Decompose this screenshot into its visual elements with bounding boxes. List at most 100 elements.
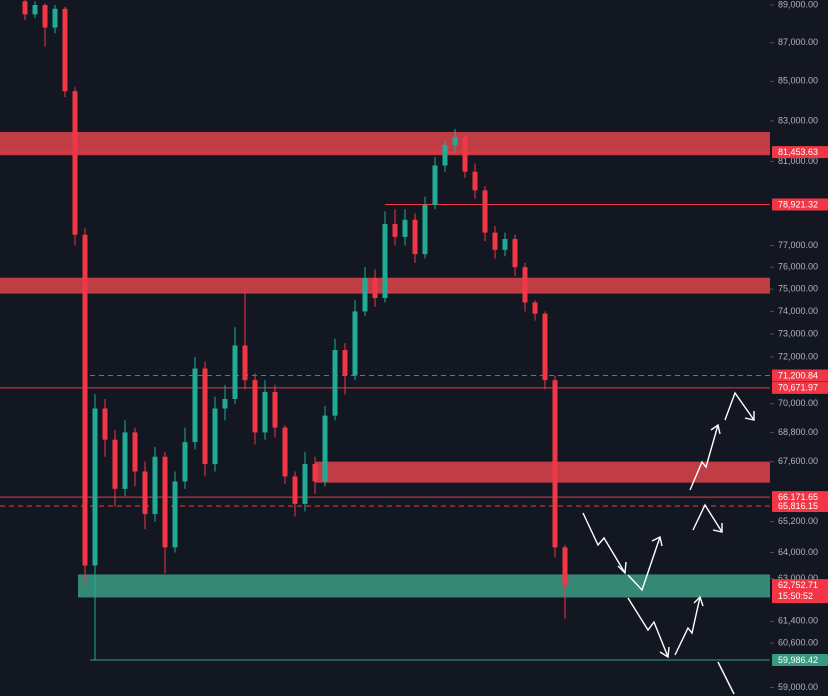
y-tick-label: 81,000.00 bbox=[778, 156, 818, 166]
arrow bbox=[627, 536, 661, 592]
arrow-head bbox=[744, 411, 755, 421]
candle-body bbox=[92, 408, 98, 566]
candle-body bbox=[42, 5, 48, 28]
candle-body bbox=[62, 8, 68, 92]
arrow bbox=[674, 596, 701, 656]
arrow bbox=[717, 661, 735, 695]
candle-body bbox=[482, 190, 488, 233]
candle-body bbox=[392, 224, 398, 237]
candle-body bbox=[162, 456, 168, 548]
candle-body bbox=[72, 91, 78, 235]
candle-body bbox=[192, 368, 198, 443]
candle-body bbox=[282, 427, 288, 477]
candle-body bbox=[182, 442, 188, 482]
candle-body bbox=[542, 313, 548, 381]
last-price-label: 62,752.71 bbox=[778, 580, 818, 590]
candle-body bbox=[412, 219, 418, 255]
candle-body bbox=[302, 464, 308, 504]
arrow bbox=[724, 391, 755, 421]
arrow-head bbox=[659, 646, 670, 659]
last-price-bg bbox=[772, 579, 828, 604]
y-tick-label: 83,000.00 bbox=[778, 115, 818, 125]
candle-body bbox=[112, 439, 118, 489]
price-label: 70,671.97 bbox=[778, 383, 818, 393]
candle-body bbox=[522, 267, 528, 303]
y-tick-label: 73,000.00 bbox=[778, 328, 818, 338]
candle-body bbox=[242, 345, 248, 381]
candle-body bbox=[172, 481, 178, 548]
candle-body bbox=[32, 5, 38, 15]
candle-body bbox=[402, 219, 408, 237]
arrow-head bbox=[710, 423, 721, 435]
candle-body bbox=[202, 368, 208, 465]
candle-body bbox=[532, 302, 538, 314]
price-label-bg bbox=[772, 369, 828, 382]
arrow bbox=[582, 512, 626, 574]
price-label: 66,171.65 bbox=[778, 492, 818, 502]
candle-body bbox=[452, 136, 458, 146]
price-label: 65,816.15 bbox=[778, 501, 818, 511]
arrow-head bbox=[617, 561, 627, 575]
arrow-head bbox=[693, 595, 704, 607]
candle-body bbox=[472, 171, 478, 191]
candle-body bbox=[432, 165, 438, 206]
price-label-bg bbox=[772, 654, 828, 667]
price-label: 59,986.42 bbox=[778, 655, 818, 665]
candle-body bbox=[22, 1, 28, 15]
plot-area bbox=[0, 0, 770, 661]
price-label-bg bbox=[772, 500, 828, 513]
candle-body bbox=[342, 350, 348, 376]
arrow bbox=[689, 424, 719, 491]
candle-body bbox=[102, 408, 108, 440]
candle-body bbox=[502, 239, 508, 250]
candle-body bbox=[332, 350, 338, 416]
y-tick-label: 70,000.00 bbox=[778, 398, 818, 408]
candle-body bbox=[132, 432, 138, 472]
candle-body bbox=[152, 456, 158, 515]
arrow-head bbox=[712, 523, 723, 533]
candle-body bbox=[292, 476, 298, 504]
y-tick-label: 72,000.00 bbox=[778, 351, 818, 361]
candle-body bbox=[562, 547, 568, 586]
zone bbox=[315, 461, 770, 483]
zone bbox=[0, 131, 770, 156]
arrow bbox=[692, 503, 723, 533]
y-tick-label: 64,000.00 bbox=[778, 547, 818, 557]
candle-body bbox=[262, 391, 268, 433]
arrow bbox=[627, 597, 669, 658]
zone bbox=[78, 574, 770, 598]
candle-body bbox=[222, 398, 228, 409]
y-tick-label: 75,000.00 bbox=[778, 284, 818, 294]
candle-body bbox=[142, 471, 148, 515]
candle-body bbox=[372, 278, 378, 299]
y-tick-label: 76,000.00 bbox=[778, 262, 818, 272]
projection-arrows bbox=[582, 391, 755, 695]
candle-body bbox=[442, 145, 448, 166]
y-tick-label: 61,400.00 bbox=[778, 616, 818, 626]
candle-body bbox=[492, 232, 498, 250]
price-label-bg bbox=[772, 198, 828, 211]
candle-body bbox=[462, 136, 468, 172]
price-label: 71,200.84 bbox=[778, 370, 818, 380]
price-label: 81,453.63 bbox=[778, 147, 818, 157]
candle-body bbox=[212, 408, 218, 465]
candle-body bbox=[422, 205, 428, 255]
y-tick-label: 68,800.00 bbox=[778, 427, 818, 437]
candle-body bbox=[512, 239, 518, 268]
arrow-head bbox=[651, 535, 663, 547]
y-tick-label: 59,000.00 bbox=[778, 682, 818, 692]
y-tick-label: 77,000.00 bbox=[778, 240, 818, 250]
candle-body bbox=[82, 234, 88, 566]
y-tick-label: 67,600.00 bbox=[778, 456, 818, 466]
price-label: 78,921.32 bbox=[778, 199, 818, 209]
price-label-bg bbox=[772, 146, 828, 159]
y-tick-label: 87,000.00 bbox=[778, 37, 818, 47]
y-tick-label: 63,000.00 bbox=[778, 573, 818, 583]
y-tick-label: 85,000.00 bbox=[778, 76, 818, 86]
candle-body bbox=[232, 345, 238, 399]
candle-body bbox=[312, 464, 318, 482]
candle-body bbox=[322, 415, 328, 482]
candle-body bbox=[552, 380, 558, 548]
y-tick-label: 89,000.00 bbox=[778, 0, 818, 9]
